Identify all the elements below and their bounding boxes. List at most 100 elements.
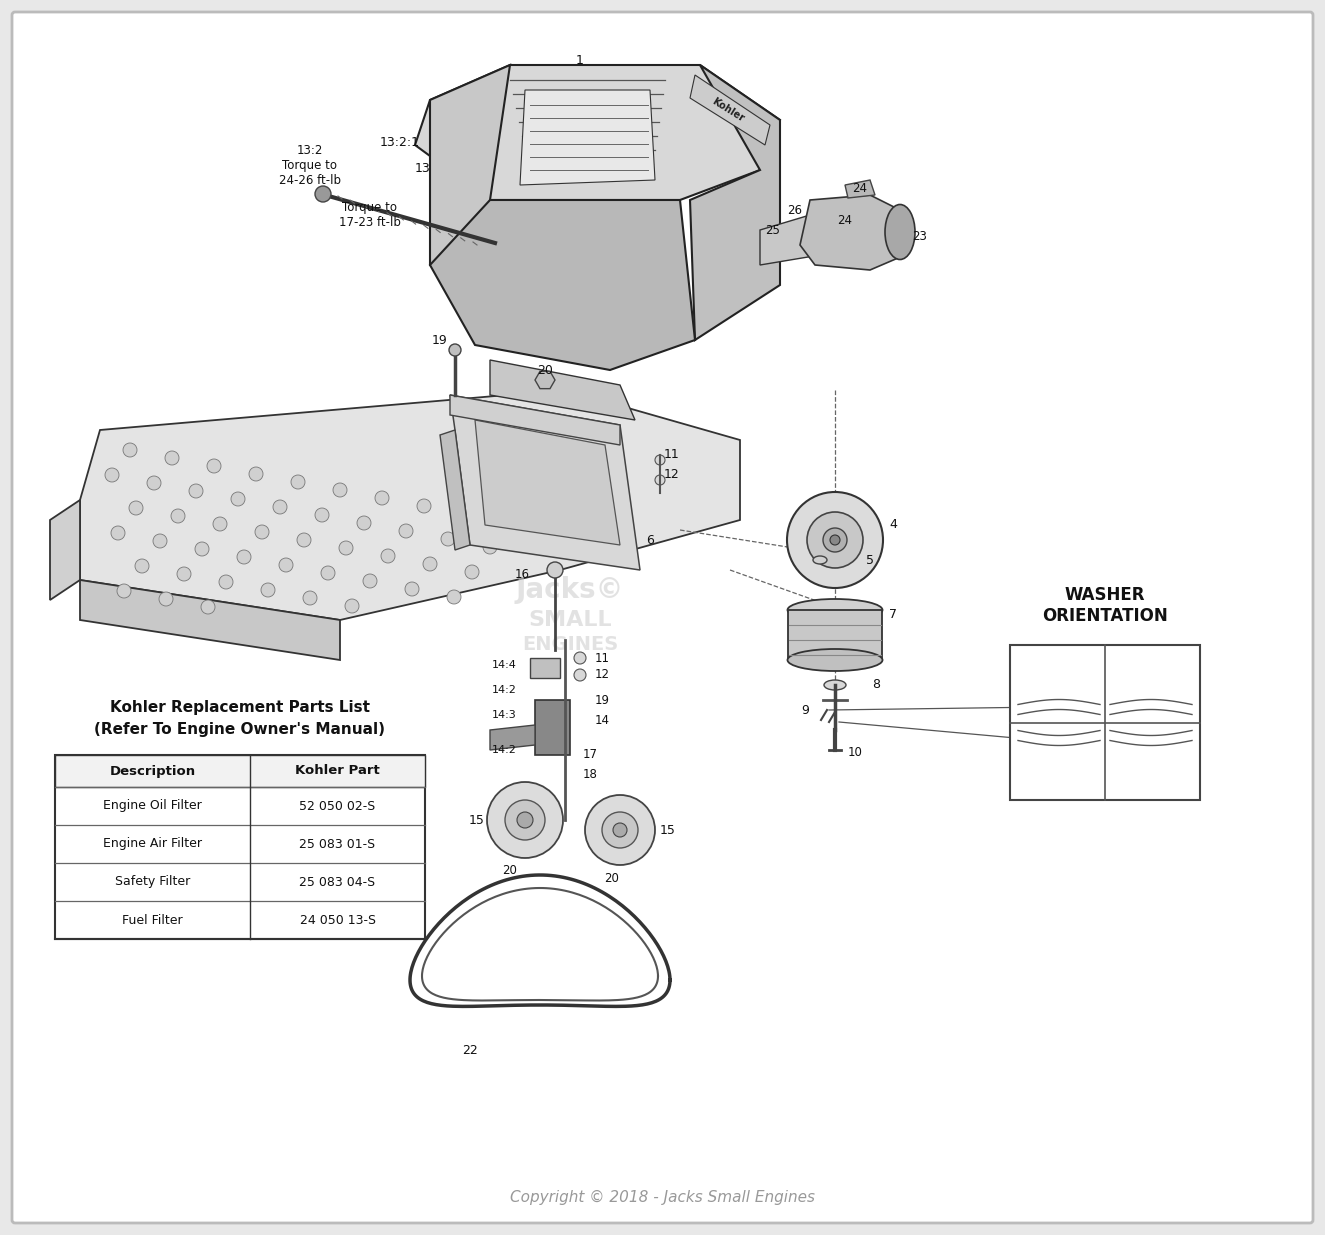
Circle shape xyxy=(280,558,293,572)
Circle shape xyxy=(399,524,413,538)
Text: Kohler Replacement Parts List: Kohler Replacement Parts List xyxy=(110,700,370,715)
Circle shape xyxy=(574,652,586,664)
Text: 20: 20 xyxy=(502,863,518,877)
Bar xyxy=(535,700,570,755)
Text: 17: 17 xyxy=(583,748,598,762)
Circle shape xyxy=(315,508,329,522)
Circle shape xyxy=(574,669,586,680)
Circle shape xyxy=(501,515,515,529)
Circle shape xyxy=(488,782,563,858)
Text: 10: 10 xyxy=(848,746,863,758)
Circle shape xyxy=(171,509,186,522)
Polygon shape xyxy=(474,420,620,545)
Text: 20: 20 xyxy=(537,363,553,377)
Circle shape xyxy=(207,459,221,473)
Ellipse shape xyxy=(814,556,827,564)
Circle shape xyxy=(375,492,390,505)
Text: 23: 23 xyxy=(913,231,928,243)
Circle shape xyxy=(517,811,533,827)
Circle shape xyxy=(449,345,461,356)
Text: 13:2:1: 13:2:1 xyxy=(380,137,420,149)
Circle shape xyxy=(315,186,331,203)
Polygon shape xyxy=(788,610,882,659)
Polygon shape xyxy=(415,65,780,200)
Circle shape xyxy=(339,541,352,555)
Circle shape xyxy=(178,567,191,580)
Circle shape xyxy=(117,584,131,598)
Circle shape xyxy=(105,468,119,482)
Circle shape xyxy=(823,529,847,552)
Circle shape xyxy=(321,566,335,580)
Text: Safety Filter: Safety Filter xyxy=(115,876,189,888)
Circle shape xyxy=(292,475,305,489)
Polygon shape xyxy=(690,75,770,144)
Text: 1: 1 xyxy=(576,53,584,67)
Polygon shape xyxy=(761,215,829,266)
Circle shape xyxy=(405,582,419,597)
Circle shape xyxy=(333,483,347,496)
Text: 11: 11 xyxy=(595,652,610,664)
Text: 8: 8 xyxy=(872,678,880,692)
Text: Engine Air Filter: Engine Air Filter xyxy=(103,837,201,851)
Text: 19: 19 xyxy=(432,333,448,347)
Bar xyxy=(56,755,425,939)
Circle shape xyxy=(382,550,395,563)
Circle shape xyxy=(303,592,317,605)
Circle shape xyxy=(231,492,245,506)
Text: 12: 12 xyxy=(595,668,610,682)
Polygon shape xyxy=(535,372,555,389)
Circle shape xyxy=(423,557,437,571)
Text: 14:2: 14:2 xyxy=(492,685,517,695)
Text: Torque to
17-23 ft-lb: Torque to 17-23 ft-lb xyxy=(339,201,401,228)
Text: 24 050 13-S: 24 050 13-S xyxy=(299,914,375,926)
Ellipse shape xyxy=(824,680,845,690)
Bar xyxy=(530,658,560,678)
Polygon shape xyxy=(431,65,510,305)
Polygon shape xyxy=(451,395,640,571)
Polygon shape xyxy=(50,500,80,600)
Text: Engine Oil Filter: Engine Oil Filter xyxy=(103,799,201,813)
Circle shape xyxy=(655,475,665,485)
Circle shape xyxy=(363,574,378,588)
Text: 9: 9 xyxy=(802,704,810,716)
Text: 13: 13 xyxy=(415,162,431,174)
Polygon shape xyxy=(690,65,780,340)
Circle shape xyxy=(441,532,454,546)
Text: 52 050 02-S: 52 050 02-S xyxy=(299,799,375,813)
Circle shape xyxy=(344,599,359,613)
Polygon shape xyxy=(490,359,635,420)
Text: Copyright © 2018 - Jacks Small Engines: Copyright © 2018 - Jacks Small Engines xyxy=(510,1189,815,1204)
Text: 6: 6 xyxy=(647,534,655,547)
Circle shape xyxy=(123,443,136,457)
Polygon shape xyxy=(845,180,874,198)
Text: 15: 15 xyxy=(469,814,485,826)
Circle shape xyxy=(807,513,863,568)
Circle shape xyxy=(189,484,203,498)
Polygon shape xyxy=(490,725,535,750)
Polygon shape xyxy=(451,395,620,445)
Circle shape xyxy=(655,454,665,466)
Circle shape xyxy=(166,451,179,466)
Polygon shape xyxy=(80,390,739,620)
Text: 14: 14 xyxy=(595,714,610,726)
Polygon shape xyxy=(80,580,341,659)
Text: SMALL: SMALL xyxy=(529,610,612,630)
Circle shape xyxy=(787,492,882,588)
Text: Kohler: Kohler xyxy=(710,96,746,124)
Text: 15: 15 xyxy=(660,824,676,836)
Text: 14:2: 14:2 xyxy=(492,745,517,755)
FancyBboxPatch shape xyxy=(12,12,1313,1223)
Text: 26: 26 xyxy=(787,204,803,216)
Circle shape xyxy=(213,517,227,531)
Circle shape xyxy=(135,559,148,573)
Text: ENGINES: ENGINES xyxy=(522,636,619,655)
Text: 25 083 04-S: 25 083 04-S xyxy=(299,876,375,888)
Text: 5: 5 xyxy=(867,553,875,567)
Circle shape xyxy=(417,499,431,513)
Circle shape xyxy=(147,475,162,490)
Circle shape xyxy=(152,534,167,548)
Text: 16: 16 xyxy=(515,568,530,582)
Text: 14:4: 14:4 xyxy=(492,659,517,671)
Text: Kohler Part: Kohler Part xyxy=(295,764,380,778)
Circle shape xyxy=(484,540,497,555)
